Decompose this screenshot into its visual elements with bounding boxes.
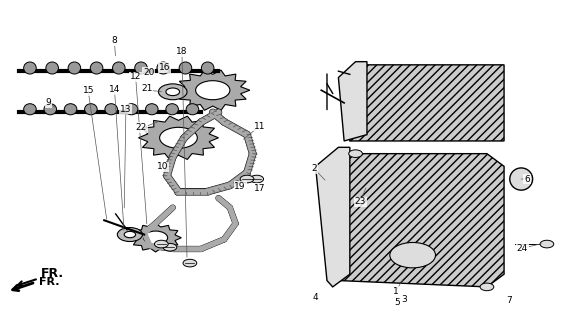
Ellipse shape bbox=[113, 62, 125, 74]
Text: 21: 21 bbox=[141, 84, 153, 93]
Ellipse shape bbox=[510, 168, 533, 190]
Text: 5: 5 bbox=[394, 298, 400, 307]
Polygon shape bbox=[327, 154, 504, 287]
Circle shape bbox=[183, 259, 197, 267]
Text: 4: 4 bbox=[313, 292, 319, 301]
Ellipse shape bbox=[84, 104, 97, 115]
Ellipse shape bbox=[44, 104, 57, 115]
Text: 6: 6 bbox=[524, 174, 530, 184]
Circle shape bbox=[124, 231, 135, 238]
Circle shape bbox=[390, 243, 436, 268]
Text: 7: 7 bbox=[506, 296, 511, 305]
Text: 22: 22 bbox=[135, 123, 147, 132]
Polygon shape bbox=[344, 65, 504, 141]
Text: 19: 19 bbox=[234, 182, 246, 191]
Circle shape bbox=[196, 81, 230, 100]
Polygon shape bbox=[373, 233, 453, 277]
Ellipse shape bbox=[90, 62, 103, 74]
Circle shape bbox=[154, 240, 168, 248]
Ellipse shape bbox=[157, 62, 169, 74]
Ellipse shape bbox=[179, 62, 192, 74]
Ellipse shape bbox=[146, 104, 158, 115]
Text: 13: 13 bbox=[120, 105, 131, 114]
Text: 11: 11 bbox=[254, 122, 265, 131]
Circle shape bbox=[160, 127, 197, 148]
Ellipse shape bbox=[68, 62, 81, 74]
Text: 15: 15 bbox=[83, 86, 94, 95]
Circle shape bbox=[144, 231, 168, 244]
Text: 16: 16 bbox=[159, 63, 170, 72]
Circle shape bbox=[394, 245, 432, 266]
Text: 17: 17 bbox=[254, 184, 266, 193]
Ellipse shape bbox=[46, 62, 59, 74]
Text: 2: 2 bbox=[312, 164, 317, 173]
Text: 1: 1 bbox=[393, 287, 398, 296]
Ellipse shape bbox=[135, 62, 148, 74]
Text: 12: 12 bbox=[130, 72, 141, 81]
Polygon shape bbox=[138, 116, 219, 159]
Polygon shape bbox=[176, 70, 250, 110]
Circle shape bbox=[117, 228, 142, 242]
Circle shape bbox=[480, 283, 494, 291]
Text: 9: 9 bbox=[45, 99, 51, 108]
Circle shape bbox=[250, 175, 263, 183]
Circle shape bbox=[163, 244, 177, 251]
Ellipse shape bbox=[24, 104, 36, 115]
Polygon shape bbox=[130, 223, 181, 252]
Ellipse shape bbox=[166, 104, 179, 115]
Text: 20: 20 bbox=[143, 68, 154, 77]
Ellipse shape bbox=[24, 62, 36, 74]
Circle shape bbox=[240, 175, 254, 183]
Text: 23: 23 bbox=[354, 197, 366, 206]
Polygon shape bbox=[316, 147, 350, 287]
Text: 14: 14 bbox=[109, 85, 120, 94]
Text: FR.: FR. bbox=[18, 268, 64, 286]
Text: 18: 18 bbox=[176, 47, 188, 56]
Circle shape bbox=[166, 88, 180, 96]
Text: FR.: FR. bbox=[38, 277, 59, 287]
Text: 3: 3 bbox=[401, 295, 407, 304]
Ellipse shape bbox=[64, 104, 77, 115]
Circle shape bbox=[348, 150, 362, 157]
Circle shape bbox=[158, 84, 187, 100]
Ellipse shape bbox=[105, 104, 118, 115]
Text: 8: 8 bbox=[111, 36, 117, 45]
Ellipse shape bbox=[186, 104, 199, 115]
Text: 10: 10 bbox=[157, 163, 168, 172]
Polygon shape bbox=[339, 62, 367, 141]
Circle shape bbox=[540, 240, 554, 248]
Ellipse shape bbox=[201, 62, 214, 74]
Ellipse shape bbox=[125, 104, 138, 115]
Text: 24: 24 bbox=[517, 244, 528, 253]
